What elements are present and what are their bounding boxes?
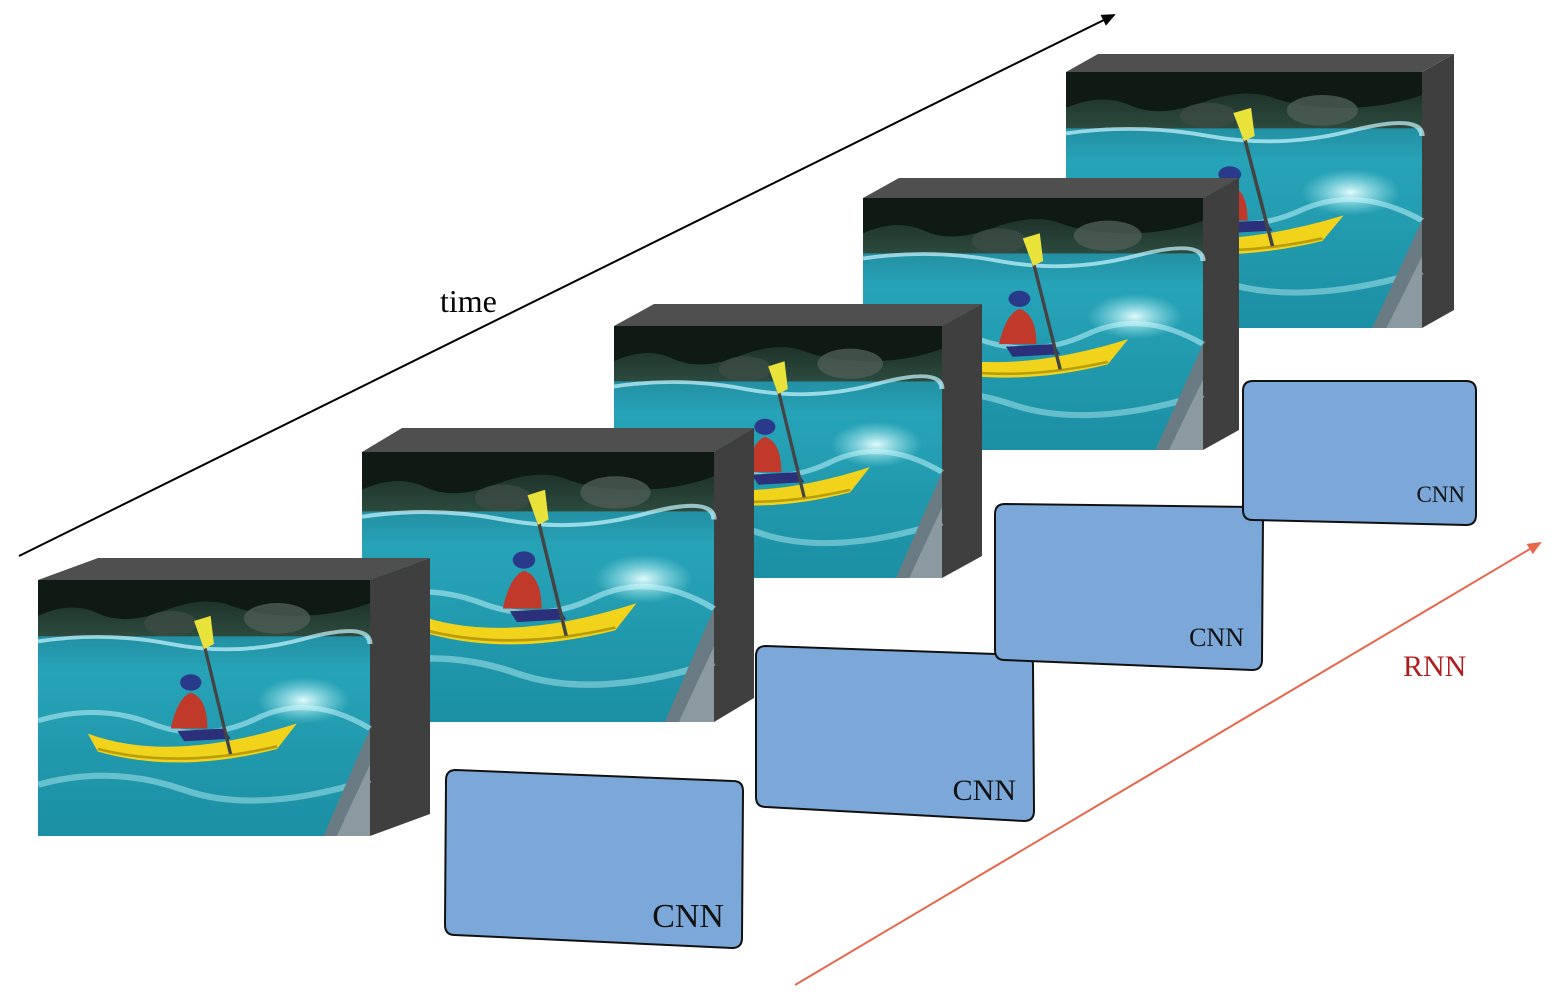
video-frame [38, 558, 430, 836]
video-frame [1066, 54, 1454, 328]
cnn-blocks: CNN CNN CNN CNN [443, 380, 1477, 950]
video-frame [614, 304, 982, 578]
frame-top-face [863, 178, 1239, 198]
cnn-label: CNN [652, 898, 724, 935]
frame-side-face [1422, 54, 1454, 328]
rnn-arrow [794, 541, 1542, 986]
cnn-block: CNN [994, 502, 1265, 672]
time-arrow [18, 14, 1116, 557]
cnn-block: CNN [443, 768, 745, 950]
frame-side-face [942, 304, 982, 578]
cnn-block-box [443, 768, 745, 950]
frame-top-face [38, 558, 430, 580]
cnn-label: CNN [1416, 482, 1465, 507]
frame-side-face [370, 558, 430, 836]
frame-side-face [1203, 178, 1239, 450]
cnn-label: CNN [953, 774, 1016, 807]
frame-top-face [614, 304, 982, 326]
kayak-photo-icon [38, 580, 370, 836]
cnn-block-box [1242, 380, 1477, 527]
frame-side-face [714, 428, 754, 722]
video-frames [38, 54, 1454, 836]
time-label: time [440, 283, 497, 319]
frame-top-face [1066, 54, 1454, 72]
frame-top-face [362, 428, 754, 452]
rnn-label: RNN [1403, 650, 1466, 683]
cnn-block: CNN [1242, 380, 1477, 527]
cnn-block: CNN [755, 644, 1036, 823]
video-frame [362, 428, 754, 722]
cnn-label: CNN [1189, 623, 1244, 652]
video-frame [863, 178, 1239, 450]
